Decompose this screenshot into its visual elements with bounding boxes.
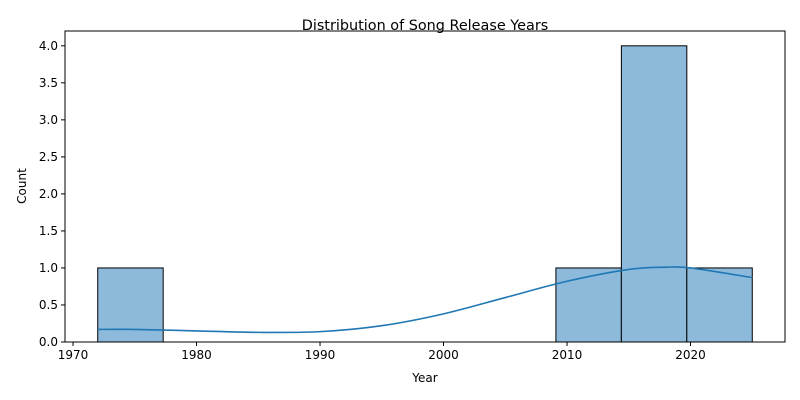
y-tick-label: 3.5	[39, 76, 58, 90]
x-axis-label: Year	[411, 371, 437, 385]
x-axis-ticks: 1970 1980 1990 2000 2010 2020	[58, 342, 706, 362]
kde-curve	[97, 266, 753, 334]
y-tick-label: 2.0	[39, 187, 58, 201]
y-tick-label: 1.0	[39, 261, 58, 275]
y-tick-label: 4.0	[39, 39, 58, 53]
x-tick-label: 2000	[428, 348, 459, 362]
x-tick-label: 1990	[305, 348, 336, 362]
plot-area-frame	[64, 30, 786, 343]
x-tick-label: 2010	[552, 348, 583, 362]
y-tick-label: 1.5	[39, 224, 58, 238]
y-tick-label: 0.5	[39, 298, 58, 312]
chart-title: Distribution of Song Release Years	[302, 18, 549, 34]
histogram-bar	[620, 45, 688, 343]
histogram-bar	[686, 267, 753, 343]
x-tick-label: 1970	[58, 348, 89, 362]
y-axis-label: Count	[15, 168, 29, 204]
y-axis-ticks: 0.0 0.5 1.0 1.5 2.0 2.5 3.0 3.5 4.0	[39, 39, 65, 349]
histogram-bar	[97, 267, 164, 343]
bars-group	[97, 45, 753, 343]
y-tick-label: 3.0	[39, 113, 58, 127]
y-tick-label: 2.5	[39, 150, 58, 164]
histogram-bar	[555, 267, 622, 343]
x-tick-label: 2020	[675, 348, 706, 362]
y-tick-label: 0.0	[39, 335, 58, 349]
x-tick-label: 1980	[181, 348, 212, 362]
